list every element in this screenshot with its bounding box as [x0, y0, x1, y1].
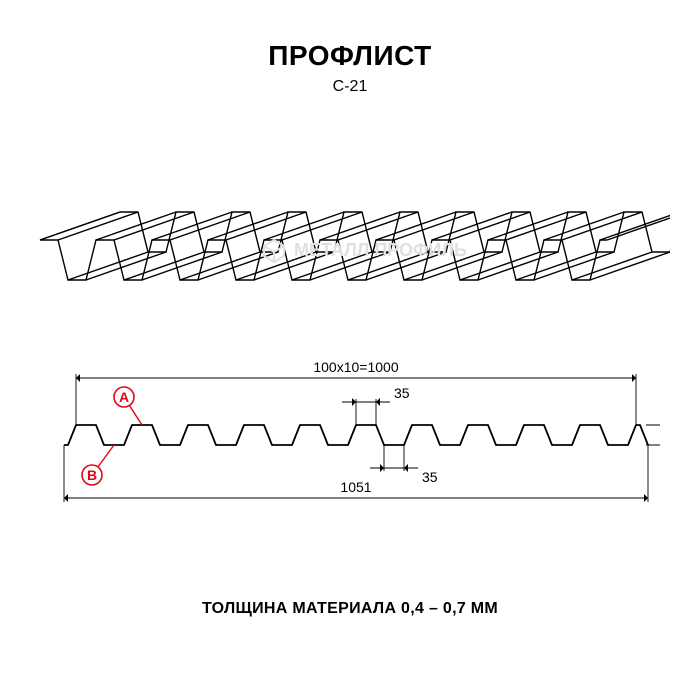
svg-text:B: B	[87, 467, 97, 483]
svg-text:35: 35	[394, 385, 410, 401]
page-title: ПРОФЛИСТ	[0, 40, 700, 72]
svg-text:1051: 1051	[340, 479, 371, 495]
svg-text:35: 35	[422, 469, 438, 485]
svg-text:100х10=1000: 100х10=1000	[313, 359, 398, 375]
svg-text:A: A	[119, 389, 129, 405]
page-subtitle: С-21	[0, 78, 700, 96]
thickness-note: ТОЛЩИНА МАТЕРИАЛА 0,4 – 0,7 ММ	[0, 600, 700, 618]
isometric-view	[30, 130, 670, 300]
cross-section-view: 100х10=10001051353521AB	[40, 340, 660, 520]
